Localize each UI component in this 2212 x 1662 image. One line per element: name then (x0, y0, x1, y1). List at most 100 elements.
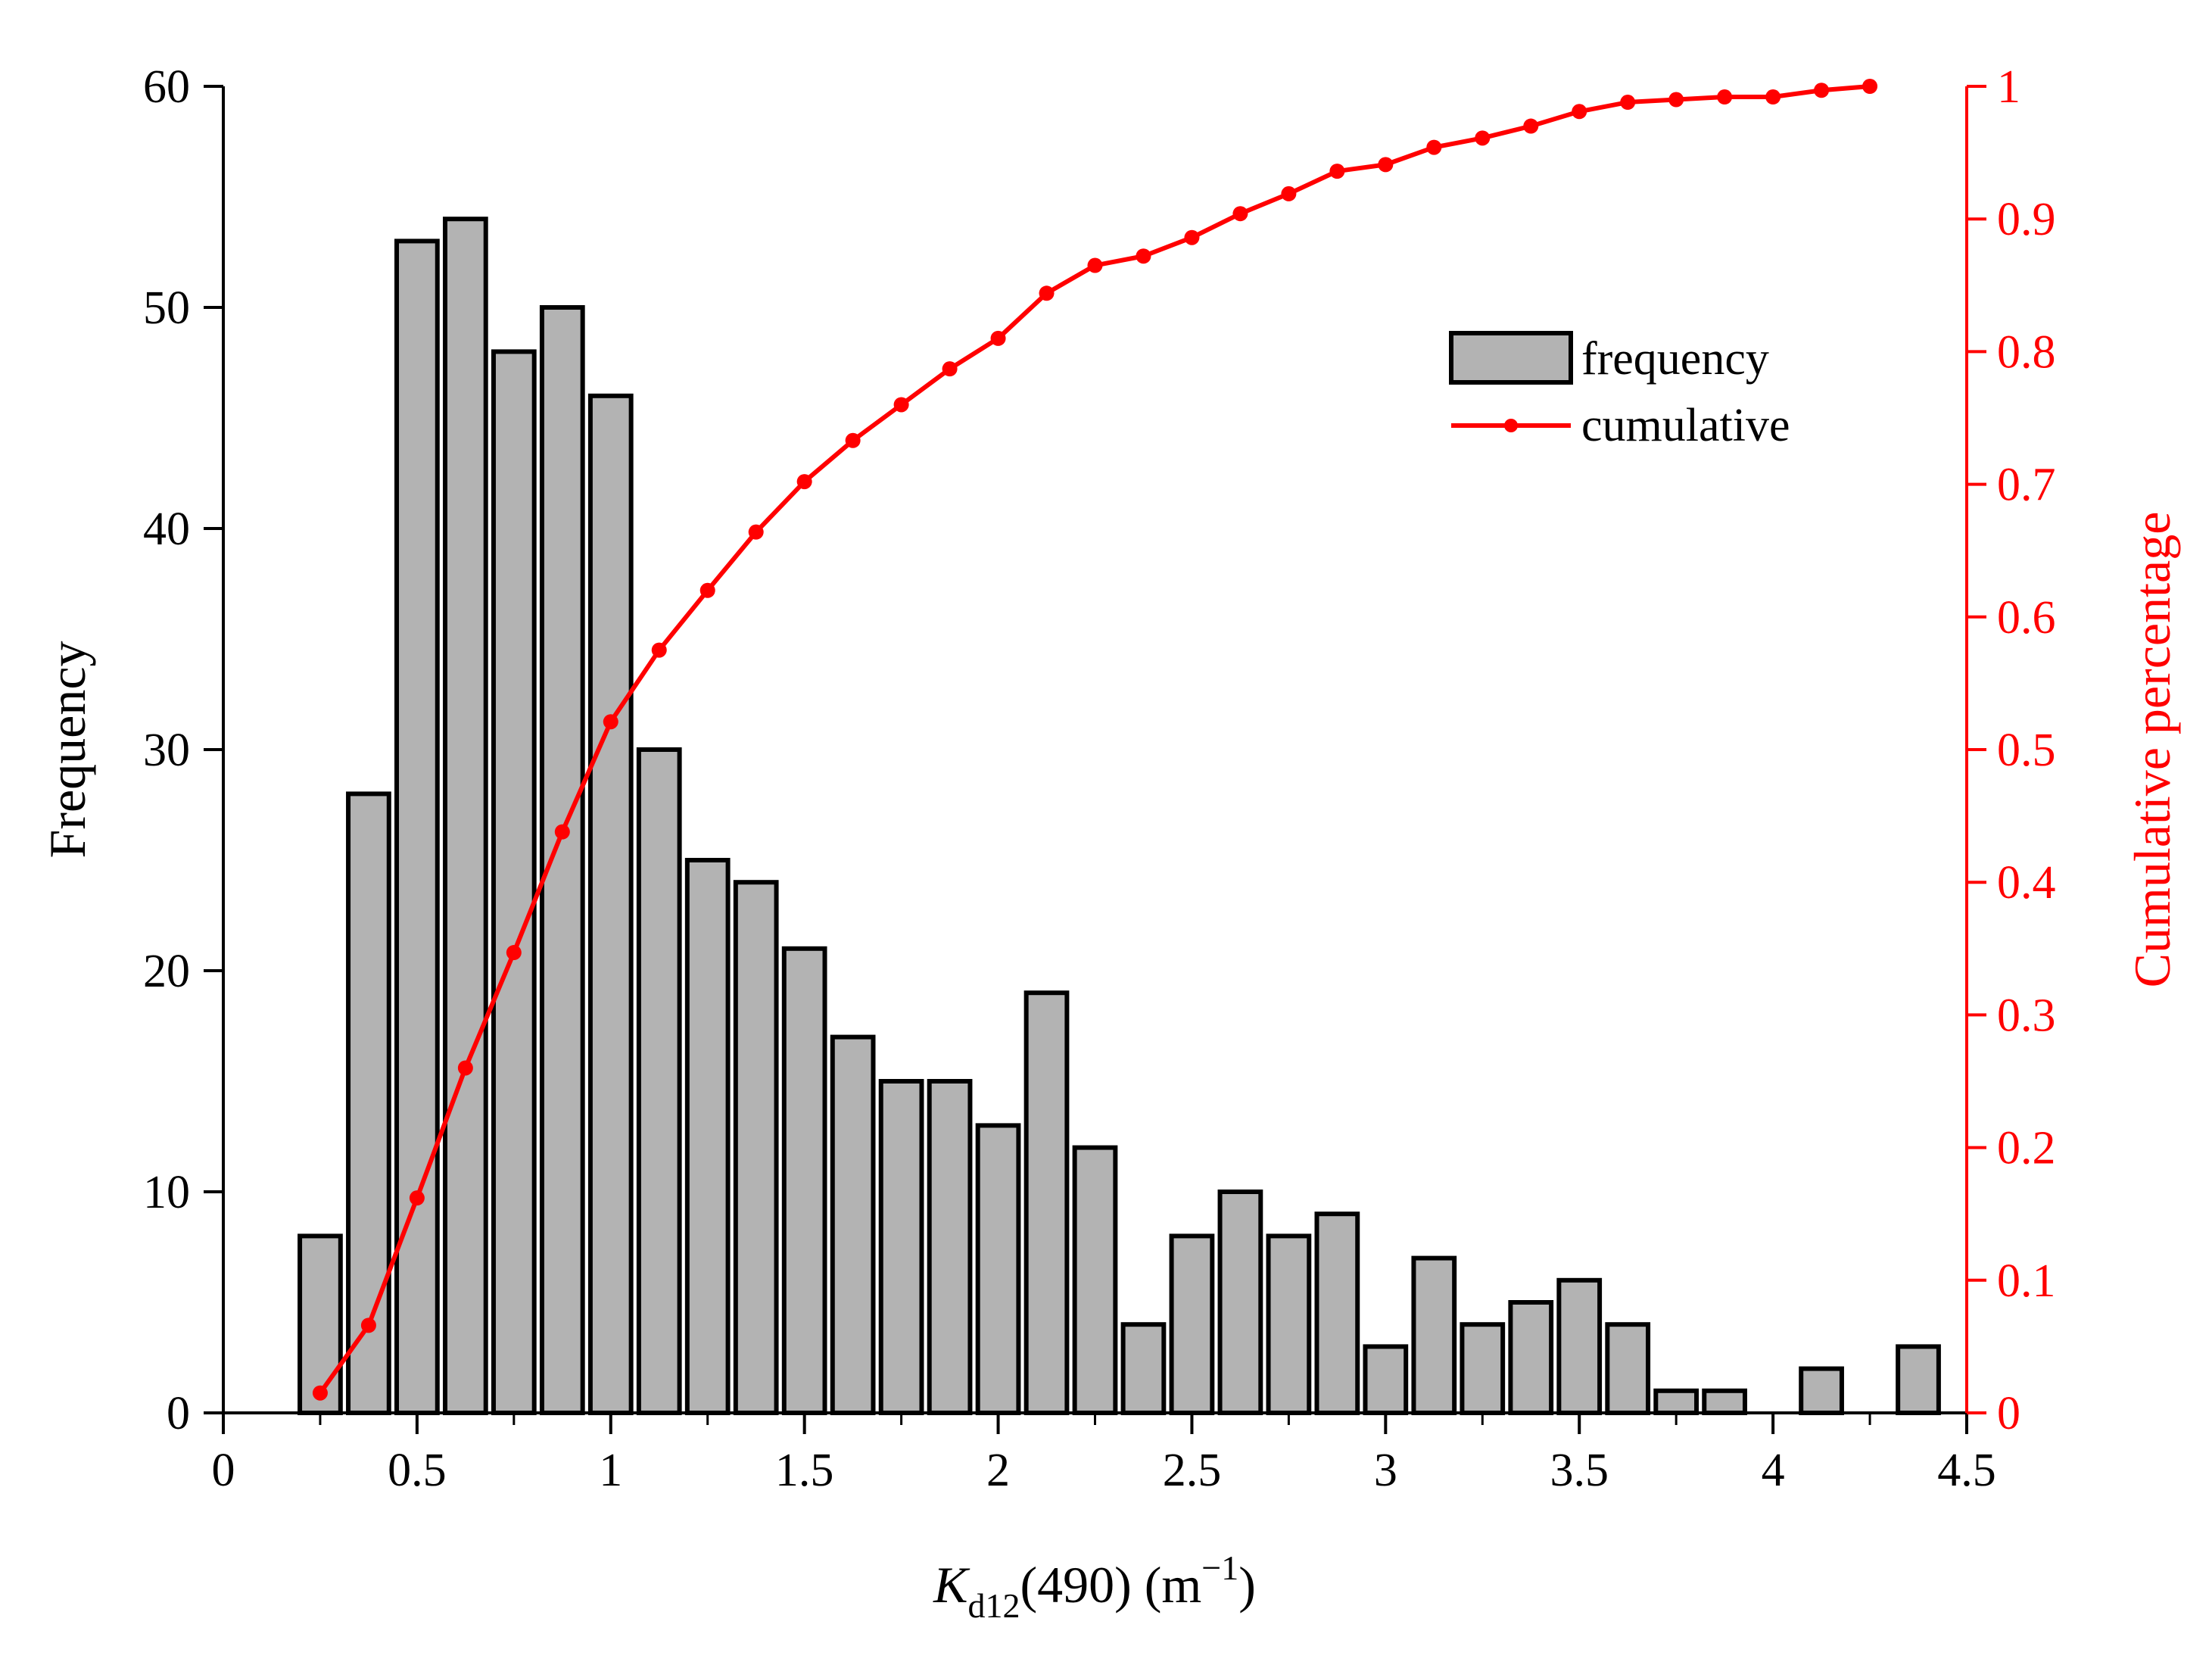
x-tick-label: 2 (986, 1445, 1010, 1496)
cumulative-point (409, 1190, 425, 1206)
y-tick-label: 30 (143, 725, 190, 776)
x-axis-title-close: ) (1238, 1556, 1256, 1614)
frequency-bar (830, 1034, 876, 1415)
x-tick-label: 4 (1762, 1445, 1785, 1496)
cumulative-point (1668, 92, 1684, 108)
cumulative-point (1136, 248, 1151, 264)
cumulative-point (1814, 83, 1830, 98)
cumulative-point (1765, 89, 1781, 105)
cumulative-point (1523, 118, 1539, 134)
legend: frequency cumulative (1449, 331, 1790, 451)
y-tick-label: 10 (143, 1167, 190, 1218)
cumulative-point (990, 330, 1006, 346)
frequency-bar (1411, 1255, 1457, 1415)
y-ticks-left: 0 10 20 30 40 50 60 (143, 61, 223, 1439)
y-tick-label: 20 (143, 946, 190, 997)
x-tick-label: 1 (599, 1445, 622, 1496)
frequency-bar (298, 1233, 343, 1416)
cumulative-point (893, 397, 909, 413)
frequency-bar (1072, 1145, 1118, 1415)
y-tick-label: 60 (143, 61, 190, 113)
cumulative-point (360, 1317, 376, 1333)
x-tick-label: 3 (1374, 1445, 1397, 1496)
frequency-bar (1266, 1233, 1312, 1416)
legend-label-frequency: frequency (1581, 333, 1769, 385)
cumulative-point (1184, 229, 1200, 245)
y-ticks-right: 0 0.1 0.2 0.3 0.4 0.5 0.6 0.7 0.8 0.9 1 (1967, 61, 2056, 1439)
y2-tick-label: 0.3 (1997, 990, 2056, 1041)
x-tick-label: 0 (212, 1445, 235, 1496)
y2-tick-label: 0.8 (1997, 326, 2056, 378)
frequency-bar (781, 946, 827, 1416)
cumulative-point (1087, 257, 1103, 273)
frequency-bars (298, 217, 1941, 1416)
frequency-bar (636, 747, 682, 1415)
cumulative-point (554, 824, 570, 840)
frequency-bar (1556, 1277, 1603, 1416)
y2-tick-label: 0.1 (1997, 1255, 2056, 1307)
frequency-bar (1023, 990, 1070, 1415)
x-tick-label: 1.5 (775, 1445, 834, 1496)
y2-tick-label: 0 (1997, 1388, 2020, 1439)
y-axis-title-right: Cumulative percentage (2123, 512, 2181, 988)
y2-tick-label: 0.4 (1997, 857, 2056, 909)
y-tick-label: 40 (143, 504, 190, 555)
frequency-bar (1653, 1388, 1700, 1416)
cumulative-point (506, 945, 522, 961)
frequency-bar (346, 791, 391, 1415)
frequency-bar (442, 217, 488, 1416)
cumulative-point (1039, 285, 1055, 301)
cumulative-series (312, 79, 1878, 1401)
frequency-bar (539, 305, 585, 1415)
x-axis-title-subscript: d12 (967, 1586, 1020, 1625)
cumulative-point (845, 432, 861, 448)
x-tick-label: 0.5 (388, 1445, 447, 1496)
cumulative-point (651, 642, 667, 658)
cumulative-point (1475, 130, 1491, 146)
frequency-bar (684, 858, 731, 1415)
x-axis-title-main: K (933, 1556, 970, 1614)
frequency-bar (1508, 1300, 1554, 1415)
cumulative-point (1378, 157, 1394, 173)
y2-tick-label: 0.7 (1997, 460, 2056, 511)
y-axis-title-left: Frequency (39, 641, 96, 858)
x-tick-label: 3.5 (1550, 1445, 1609, 1496)
x-tick-label: 2.5 (1163, 1445, 1222, 1496)
frequency-bar (394, 239, 440, 1415)
frequency-bar (1605, 1322, 1651, 1415)
cumulative-point (1281, 186, 1297, 201)
x-axis-title-rest: (490) (m (1020, 1556, 1201, 1614)
frequency-bar (975, 1123, 1021, 1416)
cumulative-point (1232, 206, 1248, 222)
y2-tick-label: 0.6 (1997, 592, 2056, 644)
y-tick-label: 50 (143, 282, 190, 334)
cumulative-point (699, 582, 715, 598)
frequency-bar (927, 1079, 973, 1415)
cumulative-point (1620, 95, 1636, 111)
frequency-bar (1217, 1190, 1263, 1415)
cumulative-point (942, 361, 958, 377)
cumulative-point (603, 714, 618, 730)
cumulative-point (1426, 139, 1442, 155)
cumulative-point (796, 474, 812, 490)
cumulative-point (748, 524, 764, 540)
frequency-bar (1169, 1233, 1215, 1416)
frequency-bar (1363, 1344, 1409, 1416)
frequency-bar (491, 349, 537, 1415)
cumulative-point (1329, 164, 1345, 179)
legend-label-cumulative: cumulative (1581, 400, 1790, 451)
x-ticks: 0 0.5 1 1.5 2 2.5 3 3.5 4 4.5 (212, 1413, 1996, 1496)
x-axis-title-superscript: −1 (1201, 1548, 1238, 1587)
cumulative-point (457, 1060, 473, 1076)
y-tick-label: 0 (167, 1388, 190, 1439)
frequency-bar (1120, 1322, 1167, 1415)
frequency-bar (878, 1079, 924, 1415)
y2-tick-label: 0.9 (1997, 194, 2056, 245)
legend-marker-cumulative (1504, 419, 1518, 432)
x-axis-title: Kd12(490) (m−1) (933, 1548, 1256, 1625)
y2-tick-label: 0.5 (1997, 725, 2056, 776)
frequency-bar (733, 880, 779, 1415)
cumulative-point (1572, 104, 1587, 120)
frequency-bar (1799, 1366, 1844, 1415)
